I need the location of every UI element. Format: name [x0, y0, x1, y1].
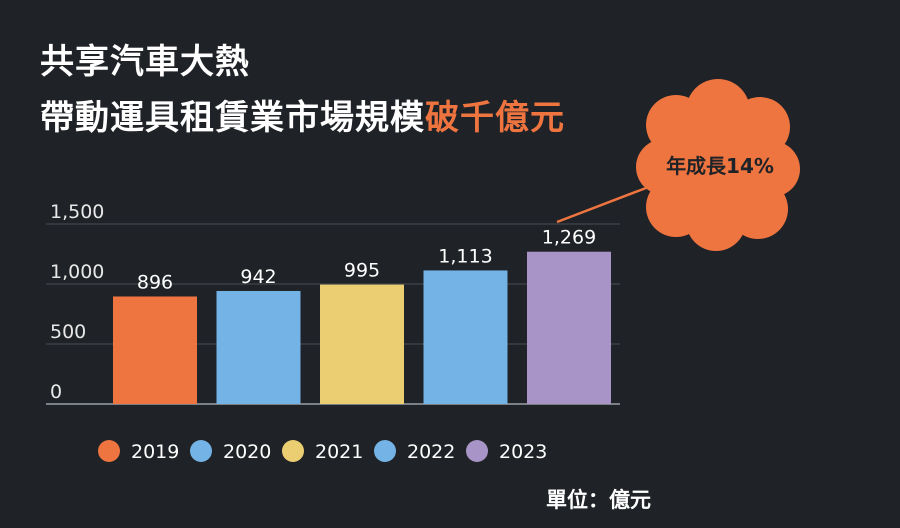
data-label: 1,113 — [438, 245, 492, 267]
data-label: 942 — [240, 266, 276, 288]
data-label: 995 — [344, 260, 380, 282]
legend-swatch — [190, 440, 212, 462]
y-tick-label: 500 — [50, 321, 86, 343]
callout-connector — [556, 176, 673, 224]
bar — [113, 296, 197, 404]
callout-cloud — [636, 79, 800, 251]
title-line-2-accent: 破千億元 — [425, 98, 565, 138]
data-label: 1,269 — [542, 227, 596, 249]
unit-label: 單位：億元 — [546, 488, 651, 512]
bar — [320, 284, 404, 404]
chart-title: 共享汽車大熱 帶動運具租賃業市場規模破千億元 — [40, 34, 565, 146]
bar — [527, 251, 611, 404]
legend-swatch — [282, 440, 304, 462]
title-line-2-main: 帶動運具租賃業市場規模 — [40, 98, 425, 138]
title-line-1: 共享汽車大熱 — [40, 42, 250, 82]
title-line-2: 帶動運具租賃業市場規模破千億元 — [40, 90, 565, 146]
bar — [216, 290, 301, 404]
legend-label: 2019 — [131, 441, 179, 463]
legend-label: 2020 — [223, 441, 271, 463]
y-tick-label: 0 — [50, 381, 62, 403]
legend-swatch — [466, 440, 488, 462]
legend-swatch — [98, 440, 120, 462]
bar — [423, 270, 508, 404]
y-tick-label: 1,500 — [50, 201, 104, 223]
callout-cloud-lobe — [664, 109, 776, 221]
callout-text: 年成長14% — [666, 154, 774, 178]
legend-label: 2021 — [315, 441, 363, 463]
legend-label: 2023 — [499, 441, 547, 463]
y-tick-label: 1,000 — [50, 261, 104, 283]
legend-swatch — [374, 440, 396, 462]
data-label: 896 — [137, 271, 173, 293]
legend-label: 2022 — [407, 441, 455, 463]
